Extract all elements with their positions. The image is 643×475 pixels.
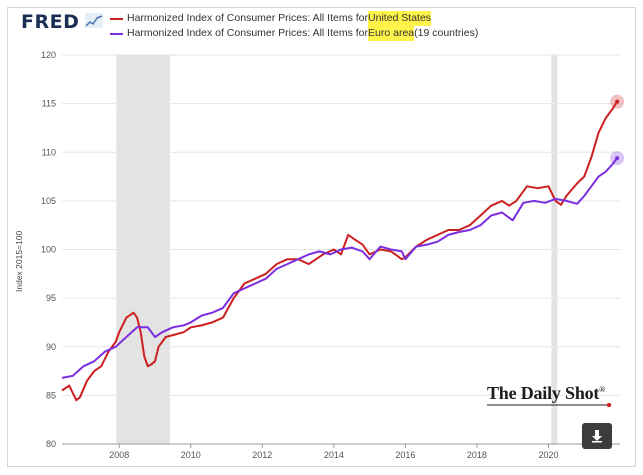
- legend-highlight-euro: Euro area: [368, 26, 415, 41]
- fred-logo-chart-icon: [85, 13, 103, 28]
- x-tick-label-2008: 2008: [109, 450, 129, 460]
- end-point-euro-area: [615, 156, 620, 161]
- legend-swatch-us: [110, 17, 123, 20]
- fred-logo[interactable]: FRED: [21, 11, 80, 33]
- end-point-united-states: [615, 99, 620, 104]
- chart-frame: [7, 7, 636, 467]
- chart-legend: Harmonized Index of Consumer Prices: All…: [110, 11, 478, 41]
- x-tick-label-2010: 2010: [181, 450, 201, 460]
- y-tick-label-115: 115: [42, 99, 56, 109]
- legend-prefix-us: Harmonized Index of Consumer Prices: All…: [127, 12, 369, 24]
- x-tick-label-2014: 2014: [324, 450, 344, 460]
- x-tick-label-2018: 2018: [467, 450, 487, 460]
- x-tick-label-2020: 2020: [538, 450, 558, 460]
- legend-entry-euro[interactable]: Harmonized Index of Consumer Prices: All…: [110, 26, 478, 41]
- legend-entry-us[interactable]: Harmonized Index of Consumer Prices: All…: [110, 11, 478, 26]
- x-tick-label-2016: 2016: [395, 450, 415, 460]
- watermark-registered-mark: ®: [599, 385, 606, 394]
- legend-suffix-euro: (19 countries): [414, 27, 479, 39]
- series-line-united-states: [61, 101, 618, 402]
- legend-highlight-us: United States: [368, 11, 432, 26]
- grid-lines: [62, 54, 620, 445]
- y-tick-label-80: 80: [46, 439, 56, 449]
- y-axis-ticks: 80 85 90 95 100 105 110 115 120: [41, 50, 56, 449]
- watermark-text: The Daily Shot: [487, 383, 600, 403]
- y-tick-label-105: 105: [41, 196, 56, 206]
- y-tick-label-120: 120: [41, 50, 56, 60]
- legend-prefix-euro: Harmonized Index of Consumer Prices: All…: [127, 27, 369, 39]
- y-tick-label-90: 90: [46, 342, 56, 352]
- download-arrow-icon: [592, 430, 602, 443]
- daily-shot-watermark: The Daily Shot®: [487, 383, 605, 404]
- series-end-markers: [610, 94, 625, 166]
- y-tick-label-85: 85: [46, 390, 56, 400]
- x-axis-ticks: 2008 2010 2012 2014 2016 2018 2020: [109, 444, 558, 460]
- series-lines: [61, 101, 618, 402]
- watermark-underline: [487, 403, 612, 408]
- y-tick-label-95: 95: [46, 293, 56, 303]
- legend-swatch-euro: [110, 32, 123, 35]
- download-button[interactable]: [582, 423, 612, 449]
- x-tick-label-2012: 2012: [252, 450, 272, 460]
- y-tick-label-100: 100: [41, 245, 56, 255]
- y-tick-label-110: 110: [42, 147, 56, 157]
- series-line-euro-area: [61, 157, 618, 379]
